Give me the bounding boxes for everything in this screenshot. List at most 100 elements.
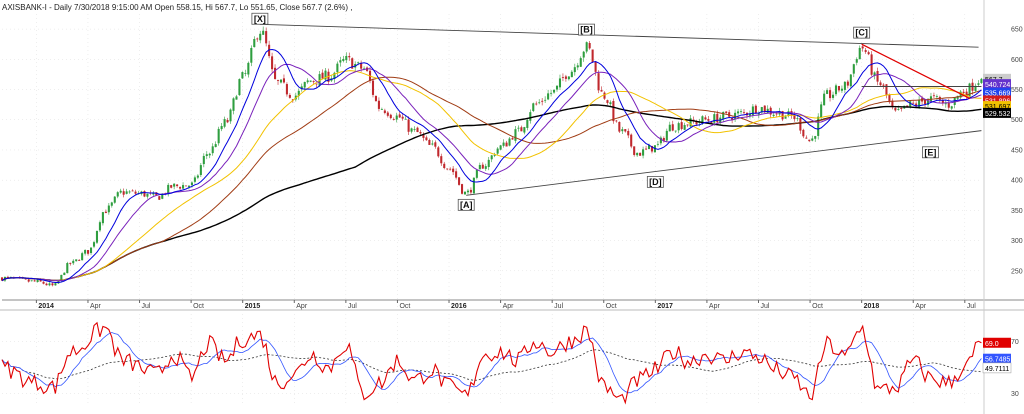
- candle-body: [107, 205, 110, 213]
- candle-body: [754, 105, 757, 114]
- candle-body: [674, 130, 677, 132]
- candle-body: [526, 119, 529, 128]
- candle-body: [647, 144, 651, 150]
- candle-body: [918, 99, 921, 108]
- x-tick-label: Oct: [812, 303, 823, 310]
- candle-body: [864, 50, 867, 52]
- wave-label: [D]: [649, 177, 662, 187]
- candle-body: [33, 280, 36, 282]
- candle-body: [487, 159, 490, 168]
- candle-body: [728, 112, 731, 117]
- candle-body: [769, 107, 772, 115]
- candle-body: [585, 42, 588, 52]
- candle-body: [437, 147, 440, 157]
- candle-body: [6, 276, 9, 278]
- candle-body: [505, 142, 508, 147]
- x-tick-label: 2018: [864, 303, 880, 310]
- candle-body: [932, 95, 935, 97]
- candle-body: [846, 81, 849, 86]
- candle-body: [814, 136, 817, 139]
- candle-body: [588, 42, 591, 49]
- candle-body: [742, 112, 746, 114]
- rsi-value-label: 49.7111: [985, 366, 1009, 373]
- candle-body: [621, 129, 624, 132]
- candle-body: [671, 124, 674, 131]
- candle-body: [704, 117, 707, 120]
- candle-body: [87, 250, 90, 254]
- candle-body: [48, 283, 51, 286]
- candle-body: [677, 123, 680, 131]
- candle-body: [161, 193, 164, 199]
- candle-body: [72, 260, 75, 264]
- rsi-signal-line: [1, 332, 982, 394]
- candle-body: [404, 118, 407, 120]
- candle-body: [662, 137, 665, 141]
- candle-body: [737, 111, 740, 114]
- candle-body: [739, 111, 743, 113]
- candle-body: [401, 116, 404, 119]
- candle-body: [143, 191, 146, 197]
- x-tick-label: Apr: [296, 303, 308, 310]
- candle-body: [199, 165, 202, 176]
- candle-body: [849, 74, 852, 87]
- wave-label: [C]: [855, 28, 868, 38]
- candle-body: [686, 124, 689, 126]
- candle-body: [383, 110, 386, 113]
- candle-body: [977, 83, 980, 85]
- candle-body: [318, 74, 321, 86]
- wave-label-box: [922, 146, 939, 159]
- candle-body: [431, 143, 434, 145]
- x-tick-label: Jul: [142, 303, 151, 310]
- candle-body: [422, 134, 425, 138]
- candle-body: [285, 84, 288, 95]
- wave-label-box: [853, 26, 871, 39]
- candle-body: [475, 169, 478, 178]
- candle-body: [66, 263, 69, 274]
- last-price-label-bg: [983, 73, 1011, 84]
- candle-body: [398, 114, 401, 118]
- candle-body: [950, 106, 953, 109]
- candle-body: [84, 250, 87, 254]
- ma-value-label-bg: [983, 101, 1011, 112]
- wave-label-box: [251, 12, 269, 25]
- candle-body: [374, 96, 378, 102]
- candle-body: [443, 163, 446, 169]
- candle-body: [935, 96, 938, 98]
- candle-body: [701, 116, 704, 124]
- candle-body: [371, 80, 375, 95]
- candle-body: [187, 185, 191, 187]
- candle-body: [69, 262, 72, 264]
- candle-body: [110, 202, 113, 206]
- candle-body: [713, 114, 716, 123]
- candle-body: [247, 62, 250, 75]
- candle-body: [196, 175, 199, 178]
- candle-body: [627, 130, 630, 136]
- candle-body: [642, 149, 645, 156]
- rsi-value-label: 56.7485: [985, 357, 1010, 364]
- candle-body: [689, 118, 692, 127]
- candle-body: [119, 190, 122, 193]
- candle-body: [229, 109, 232, 122]
- candle-body: [262, 30, 265, 35]
- candle-body: [205, 154, 208, 157]
- x-tick-label: 2016: [451, 303, 467, 310]
- candle-body: [564, 76, 567, 79]
- candle-body: [63, 272, 66, 276]
- x-tick-label: 2017: [657, 303, 673, 310]
- candle-body: [645, 148, 648, 150]
- candle-body: [95, 230, 99, 243]
- candle-body: [158, 196, 161, 200]
- candle-body: [710, 121, 713, 124]
- candle-body: [389, 114, 392, 119]
- candle-body: [42, 281, 45, 284]
- y-tick-label: 450: [1011, 147, 1023, 154]
- x-tick-label: Jul: [760, 303, 769, 310]
- candle-body: [538, 102, 541, 104]
- candle-body: [796, 118, 799, 119]
- candle-body: [695, 121, 698, 125]
- candle-body: [211, 146, 214, 154]
- candle-body: [167, 184, 170, 195]
- candle-body: [837, 86, 841, 91]
- moving-average-line: [1, 70, 982, 282]
- candle-body: [392, 119, 395, 120]
